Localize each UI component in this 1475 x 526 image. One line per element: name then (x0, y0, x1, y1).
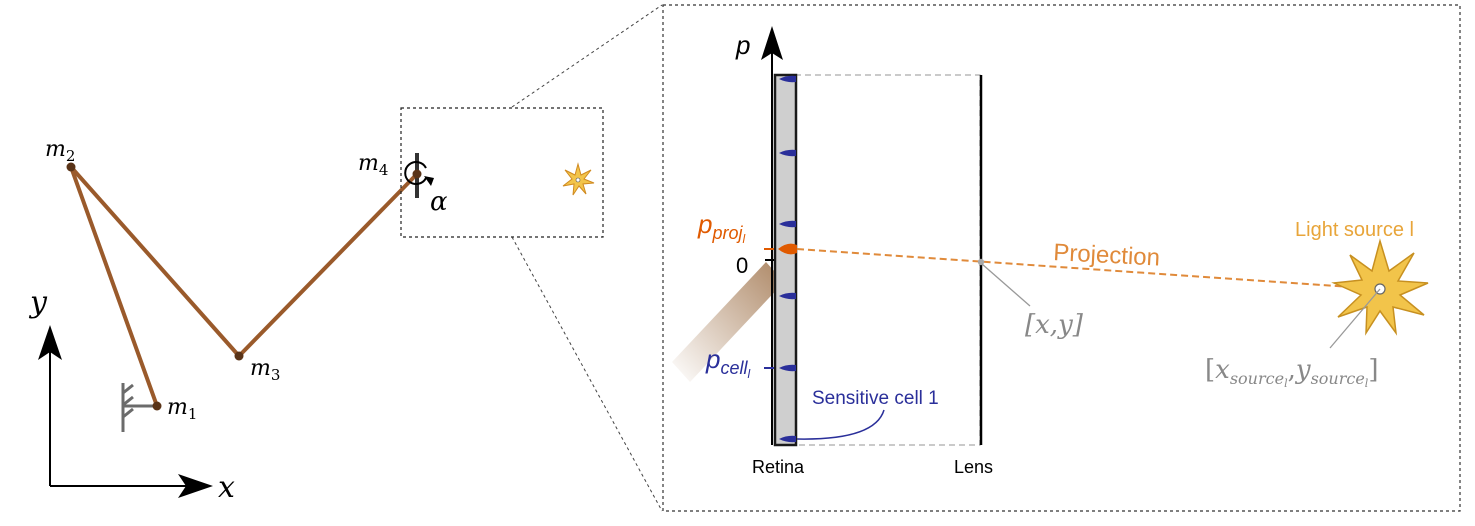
zero-label: 0 (736, 253, 748, 278)
arm-segment-2 (69, 165, 241, 358)
x-axis-label: x (218, 470, 235, 505)
label-m1: m1 (167, 395, 197, 423)
sensitive-cell (779, 292, 796, 300)
joint-m4 (412, 169, 422, 179)
arm-segment-1 (69, 166, 159, 407)
source-point-leader (1329, 288, 1381, 349)
zoom-panel-outline (662, 4, 1461, 512)
lens-label: Lens (954, 457, 993, 477)
rotation-alpha-icon (404, 161, 427, 185)
p-cell-label: pcelll (705, 344, 750, 381)
y-axis-arrow-icon (38, 325, 62, 360)
zoom-connector-top (511, 4, 663, 108)
small-zoom-box: α (400, 107, 604, 238)
label-alpha: α (430, 187, 448, 217)
retina-bar (773, 73, 798, 447)
sensitive-cell (779, 75, 796, 83)
lens-point-leader (981, 263, 1031, 307)
rotation-arrowhead-icon (424, 176, 434, 186)
zoom-box-outline (400, 107, 604, 238)
sensitive-cells (779, 75, 796, 443)
camera-body-shadow (672, 262, 784, 382)
projected-cell (778, 243, 797, 255)
p-axis-arrow-icon (761, 26, 783, 60)
small-star-icon (562, 162, 595, 196)
sensitive-cell (779, 220, 796, 228)
sensitive-cell (779, 435, 796, 443)
retina-label: Retina (752, 457, 805, 477)
lens-point-marker (977, 258, 985, 266)
ground-anchor-icon (121, 383, 157, 432)
source-point-label: [xsourcel,ysourcel] (1205, 355, 1378, 390)
projection-label: Projection (1053, 239, 1161, 272)
sensitive-cell (779, 149, 796, 157)
label-m2: m2 (45, 137, 75, 165)
sensitive-cell-leader (796, 409, 885, 440)
light-source-label: Light source l (1295, 219, 1414, 241)
light-source-star-icon (1331, 238, 1429, 336)
zoom-panel: p 0 pprojl pcelll Projection [x,y] (662, 4, 1461, 512)
coordinate-axes: x y (28, 285, 235, 505)
sensitive-cell (779, 364, 796, 372)
arm-segment-3 (237, 172, 419, 358)
x-axis-arrow-icon (178, 474, 213, 498)
joint-m3 (234, 351, 244, 361)
joint-m2 (66, 162, 76, 172)
lens-point-label: [x,y] (1025, 310, 1084, 340)
robot-arm: m1 m2 m3 m4 (45, 137, 419, 432)
label-m4: m4 (358, 151, 388, 179)
joint-m1 (152, 401, 162, 411)
projection-ray (796, 248, 1381, 290)
label-m3: m3 (250, 356, 280, 384)
zoom-connector-bottom (511, 236, 663, 512)
p-proj-label: pprojl (697, 209, 745, 246)
y-axis-label: y (28, 285, 48, 320)
sensitive-cell-label: Sensitive cell 1 (812, 388, 939, 409)
p-axis-label: p (735, 30, 750, 60)
